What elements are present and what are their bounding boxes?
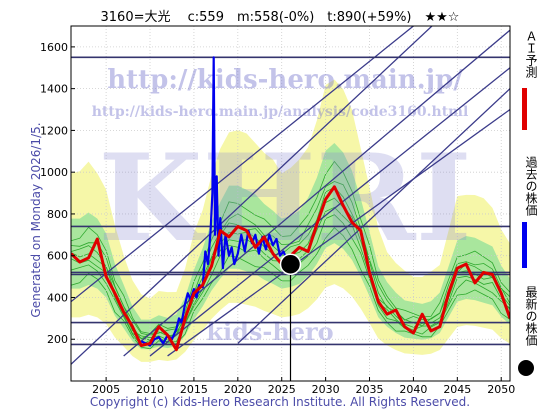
y-tick-label: 400 bbox=[47, 291, 68, 304]
x-tick-label: 2005 bbox=[92, 383, 120, 396]
legend-line-swatch bbox=[522, 88, 527, 130]
legend-dot-marker bbox=[518, 360, 534, 376]
legend-line-swatch bbox=[522, 222, 527, 268]
trend-channel-line bbox=[237, 88, 510, 344]
trend-channel-line bbox=[167, 109, 510, 357]
trend-channel-line bbox=[71, 26, 414, 303]
trend-channel-line bbox=[71, 26, 433, 365]
copyright: Copyright (c) Kids-Hero Research Institu… bbox=[89, 395, 471, 409]
chart-title: 3160=大光 c:559 m:558(-0%) t:890(+59%) ★★☆ bbox=[100, 10, 460, 25]
plot-frame bbox=[70, 25, 511, 382]
forecast-path bbox=[71, 160, 510, 334]
legend-label: 過去の株価 bbox=[524, 156, 538, 216]
x-tick-label: 2035 bbox=[356, 383, 384, 396]
y-tick-label: 1000 bbox=[40, 166, 68, 179]
y-tick-label: 1600 bbox=[40, 41, 68, 54]
y-tick-label: 200 bbox=[47, 333, 68, 346]
watermark-logo: KHRI bbox=[98, 128, 472, 269]
x-tick-label: 2030 bbox=[312, 383, 340, 396]
forecast-path bbox=[71, 186, 510, 340]
latest-price-marker bbox=[279, 253, 302, 276]
watermark-bottom: kids-hero bbox=[206, 317, 333, 346]
x-tick-label: 2025 bbox=[268, 383, 296, 396]
trend-channel-line bbox=[123, 29, 510, 357]
forecast-band-inner bbox=[71, 142, 510, 350]
x-tick-label: 2020 bbox=[224, 383, 252, 396]
x-tick-label: 2010 bbox=[136, 383, 164, 396]
watermark-url: http://kids-hero.main.jp/ bbox=[107, 65, 463, 95]
watermark-analysis-url: http://kids-hero.main.jp/analysis/code31… bbox=[92, 104, 469, 120]
x-tick-label: 2045 bbox=[443, 383, 471, 396]
y-tick-label: 1400 bbox=[40, 83, 68, 96]
y-tick-label: 800 bbox=[47, 208, 68, 221]
x-tick-label: 2050 bbox=[487, 383, 515, 396]
trend-channel-line bbox=[149, 67, 510, 357]
y-tick-label: 600 bbox=[47, 250, 68, 263]
x-tick-label: 2040 bbox=[399, 383, 427, 396]
legend-label: ＡＩ予測 bbox=[524, 30, 538, 78]
x-tick-label: 2015 bbox=[180, 383, 208, 396]
legend-label: 最新の株価 bbox=[524, 286, 538, 346]
y-tick-label: 1200 bbox=[40, 124, 68, 137]
